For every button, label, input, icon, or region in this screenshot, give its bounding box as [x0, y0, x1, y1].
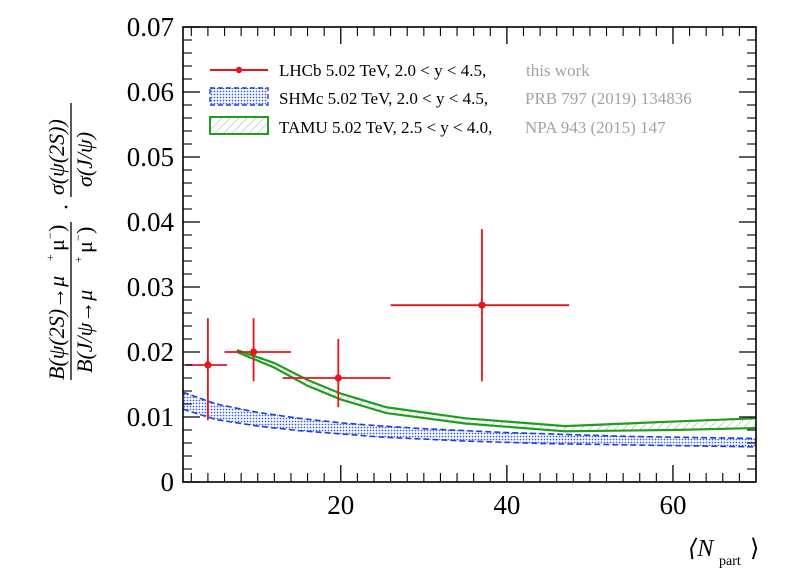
y-title-dot: · [54, 203, 80, 211]
y-tick-label: 0.04 [127, 207, 175, 237]
legend-shmc-swatch [209, 87, 269, 106]
legend-lhcb-label: LHCb 5.02 TeV, 2.0 < y < 4.5, [279, 61, 486, 80]
plot-frame [182, 26, 757, 483]
data-point [282, 339, 391, 408]
x-title-main: ⟨N [688, 536, 715, 562]
band-fill-tamu [236, 350, 756, 432]
y-axis-title: B(ψ(2S)→μ + μ − ) B(J/ψ→μ + μ − ) · σ(ψ(… [43, 103, 97, 380]
y-title-num-mu: μ [44, 239, 69, 251]
y-tick-label: 0.01 [127, 402, 174, 432]
data-marker [249, 348, 258, 356]
y-tick-label: 0.02 [127, 337, 174, 367]
x-axis-title: ⟨N part ⟩ [688, 536, 759, 569]
legend-tamu-label: TAMU 5.02 TeV, 2.5 < y < 4.0, [279, 118, 492, 137]
band-lower-edge-shmc [183, 408, 756, 448]
data-point [390, 229, 570, 382]
band-upper-edge-tamu [236, 349, 756, 428]
legend-entry-shmc: SHMc 5.02 TeV, 2.0 < y < 4.5, PRB 797 (2… [209, 87, 692, 108]
y-title-num-close: ) [44, 225, 69, 232]
y-title-den-close: ) [72, 227, 97, 234]
y-title-num-sigma: σ(ψ(2S)) [44, 119, 69, 195]
y-title-den-minus: − [71, 234, 85, 241]
legend-shmc-ref: PRB 797 (2019) 134836 [525, 89, 692, 108]
y-title-den-mu: μ [72, 241, 97, 253]
data-marker [204, 361, 212, 369]
y-tick-label: 0.06 [127, 77, 174, 107]
legend-entry-tamu: TAMU 5.02 TeV, 2.5 < y < 4.0, NPA 943 (2… [209, 116, 666, 137]
legend-entry-lhcb: LHCb 5.02 TeV, 2.0 < y < 4.5, this work [210, 61, 590, 80]
y-title-den-sigma: σ(J/ψ) [72, 132, 97, 187]
y-title-den-b: B(J/ψ→μ [72, 290, 97, 373]
y-tick-label: 0 [161, 467, 175, 497]
points-layer [185, 229, 570, 421]
legend-lhcb-ref: this work [526, 61, 590, 80]
data-marker [478, 301, 486, 309]
bands-layer [183, 349, 756, 448]
legend: LHCb 5.02 TeV, 2.0 < y < 4.5, this work … [209, 61, 692, 137]
x-tick-label: 20 [327, 490, 354, 520]
axes-layer: 0 0.01 0.02 0.03 0.04 0.05 0.06 0.07 20 40 60 [127, 12, 757, 520]
legend-shmc-label: SHMc 5.02 TeV, 2.0 < y < 4.5, [279, 89, 488, 108]
y-title-num-b: B(ψ(2S)→μ [44, 276, 69, 380]
x-tick-label: 40 [493, 490, 520, 520]
x-title-sub: part [719, 554, 741, 569]
data-point [224, 318, 291, 382]
x-tick-label: 60 [659, 490, 686, 520]
legend-lhcb-marker [235, 66, 243, 74]
y-title-num-plus: + [43, 254, 57, 261]
y-tick-label: 0.07 [127, 12, 174, 42]
data-point [185, 318, 228, 421]
x-title-close: ⟩ [750, 536, 759, 562]
band-upper-edge-shmc [183, 391, 756, 440]
band-lower-edge-tamu [236, 350, 756, 433]
y-tick-label: 0.05 [127, 142, 174, 172]
y-title-num-minus: − [43, 232, 57, 239]
y-tick-label: 0.03 [127, 272, 174, 302]
legend-tamu-swatch [209, 116, 269, 135]
band-fill-shmc [183, 392, 756, 447]
legend-tamu-ref: NPA 943 (2015) 147 [525, 118, 666, 137]
y-title-den-plus: + [71, 256, 85, 263]
data-marker [334, 374, 342, 382]
